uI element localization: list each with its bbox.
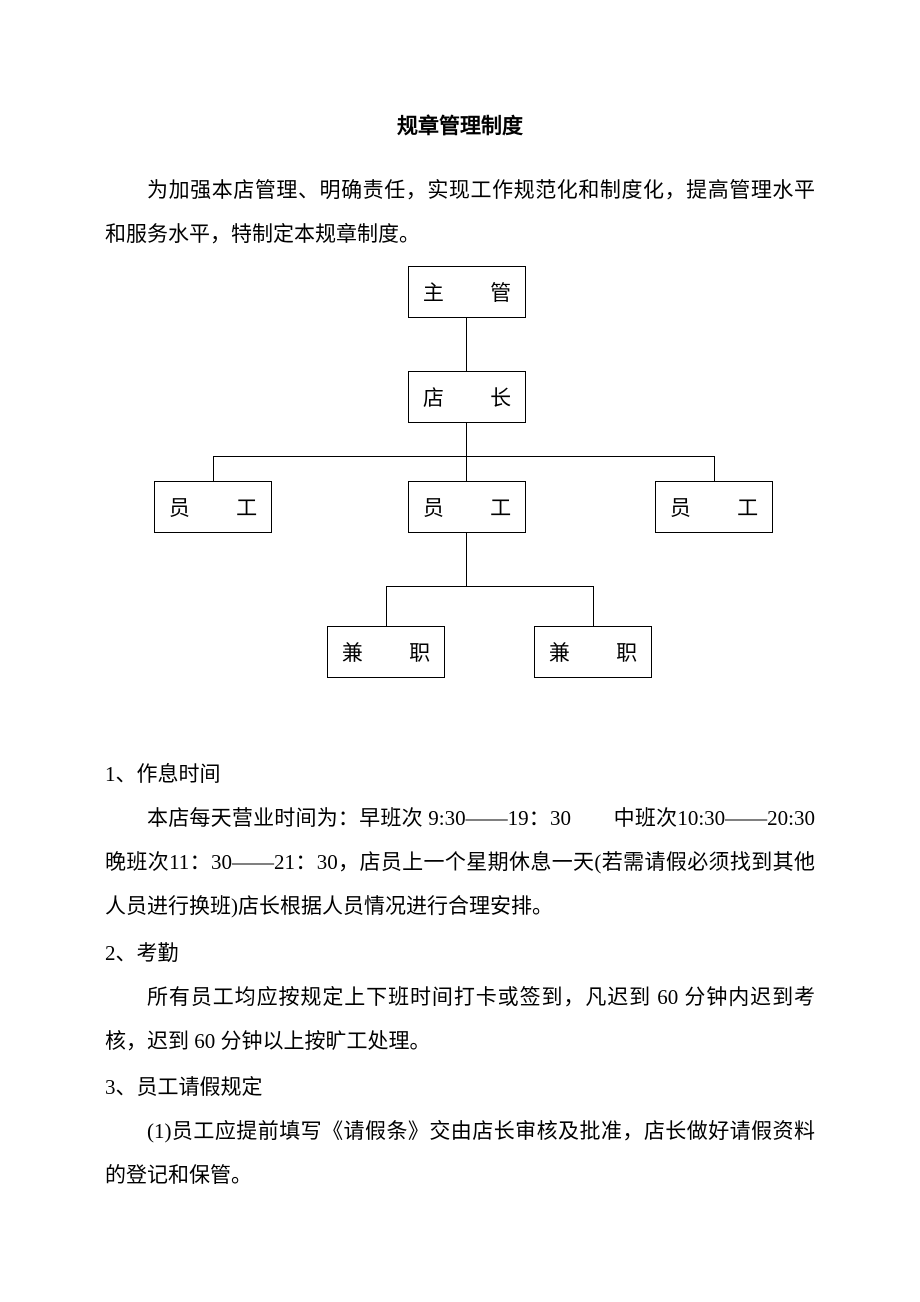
sections-container: 1、作息时间本店每天营业时间为：早班次 9:30——19：30 中班次10:30…	[105, 752, 815, 1197]
connector-line	[466, 533, 467, 586]
section-heading-1: 1、作息时间	[105, 752, 815, 796]
section-heading-3: 3、员工请假规定	[105, 1065, 815, 1109]
section-heading-2: 2、考勤	[105, 931, 815, 975]
org-node-pt-right: 兼 职	[534, 626, 652, 678]
org-node-emp-mid: 员 工	[408, 481, 526, 533]
connector-line	[386, 586, 594, 587]
connector-line	[213, 456, 715, 457]
org-chart-container: 主 管店 长员 工 员 工 员 工兼 职 兼 职	[105, 266, 815, 696]
org-chart: 主 管店 长员 工 员 工 员 工兼 职 兼 职	[140, 266, 780, 696]
connector-line	[466, 456, 467, 481]
page-title: 规章管理制度	[105, 110, 815, 140]
intro-paragraph: 为加强本店管理、明确责任，实现工作规范化和制度化，提高管理水平和服务水平，特制定…	[105, 168, 815, 256]
connector-line	[714, 456, 715, 481]
section-body-1: 本店每天营业时间为：早班次 9:30——19：30 中班次10:30——20:3…	[105, 796, 815, 928]
org-node-supervisor: 主 管	[408, 266, 526, 318]
org-node-pt-left: 兼 职	[327, 626, 445, 678]
section-body-2: 所有员工均应按规定上下班时间打卡或签到，凡迟到 60 分钟内迟到考核，迟到 60…	[105, 975, 815, 1063]
connector-line	[213, 456, 214, 481]
connector-line	[386, 586, 387, 626]
connector-line	[466, 423, 467, 456]
connector-line	[593, 586, 594, 626]
connector-line	[466, 318, 467, 371]
section-body-3: (1)员工应提前填写《请假条》交由店长审核及批准，店长做好请假资料的登记和保管。	[105, 1109, 815, 1197]
org-node-emp-left: 员 工	[154, 481, 272, 533]
org-node-emp-right: 员 工	[655, 481, 773, 533]
org-node-manager: 店 长	[408, 371, 526, 423]
document-page: 规章管理制度 为加强本店管理、明确责任，实现工作规范化和制度化，提高管理水平和服…	[0, 0, 920, 1257]
